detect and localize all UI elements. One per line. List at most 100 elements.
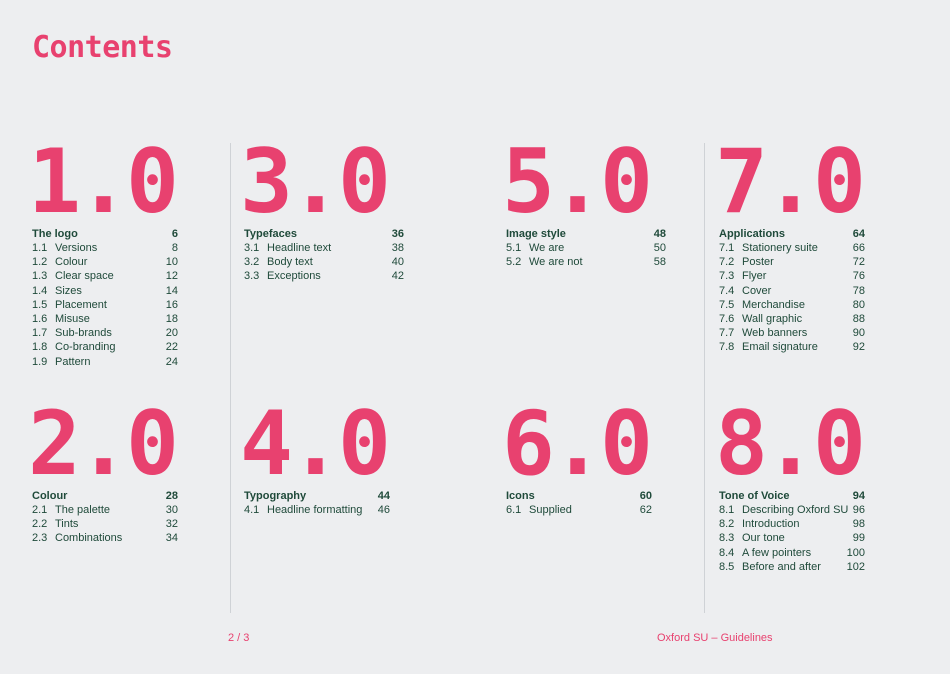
section-heading-page: 48 xyxy=(653,228,666,240)
toc-item[interactable]: 8.1 Describing Oxford SU 96 xyxy=(719,503,865,517)
toc-item-page: 30 xyxy=(165,504,178,516)
toc-item[interactable]: 7.8 Email signature 92 xyxy=(719,340,865,354)
toc-item[interactable]: 1.7 Sub-brands 20 xyxy=(32,326,178,340)
toc-item-number: 1.7 xyxy=(32,327,48,340)
toc-item-page: 102 xyxy=(846,560,865,573)
toc-item-label: Supplied xyxy=(529,504,572,516)
toc-item[interactable]: 4.1 Headline formatting 46 xyxy=(244,503,390,517)
section-number: 1.0 xyxy=(28,130,179,233)
toc-item[interactable]: 2.3 Combinations 34 xyxy=(32,531,178,545)
toc-item[interactable]: 7.7 Web banners 90 xyxy=(719,326,865,340)
section-heading[interactable]: Colour 28 xyxy=(32,489,178,503)
section-heading[interactable]: Image style 48 xyxy=(506,227,666,241)
toc-item-page: 80 xyxy=(852,298,865,311)
section-heading[interactable]: Icons 60 xyxy=(506,489,652,503)
section-heading-page: 94 xyxy=(852,490,865,502)
toc-item-page: 78 xyxy=(852,284,865,297)
toc-item-page: 8 xyxy=(171,242,178,254)
toc-item[interactable]: 3.1 Headline text 38 xyxy=(244,241,404,255)
toc-item-number: 8.5 xyxy=(719,560,735,573)
toc-item[interactable]: 1.6 Misuse 18 xyxy=(32,312,178,326)
toc-item[interactable]: 1.3 Clear space 12 xyxy=(32,269,178,283)
toc-item-page: 76 xyxy=(852,270,865,283)
toc-item-label: Our tone xyxy=(742,532,785,545)
section-heading-page: 60 xyxy=(639,490,652,502)
toc-item[interactable]: 1.8 Co-branding 22 xyxy=(32,340,178,354)
toc-item[interactable]: 2.1 The palette 30 xyxy=(32,503,178,517)
toc-item-number: 7.4 xyxy=(719,284,735,297)
toc-item[interactable]: 1.9 Pattern 24 xyxy=(32,355,178,369)
toc-item-page: 58 xyxy=(653,256,666,269)
toc-item[interactable]: 1.5 Placement 16 xyxy=(32,298,178,312)
section-3: 3.0 Typefaces 36 3.1 Headline text 38 3.2 Body … xyxy=(240,138,404,284)
toc-item-number: 1.5 xyxy=(32,298,48,311)
toc-item[interactable]: 7.1 Stationery suite 66 xyxy=(719,241,865,255)
section-heading[interactable]: Typography 44 xyxy=(244,489,390,503)
toc-item[interactable]: 2.2 Tints 32 xyxy=(32,517,178,531)
toc-item-label: Describing Oxford SU xyxy=(742,504,849,516)
toc-item-label: Flyer xyxy=(742,270,767,283)
section-heading[interactable]: Tone of Voice 94 xyxy=(719,489,865,503)
toc-item-number: 8.2 xyxy=(719,518,735,531)
toc-item-page: 12 xyxy=(165,270,178,283)
section-1: 1.0 The logo 6 1.1 Versions 8 1.2 Colour 10 1.3 Cl… xyxy=(28,138,179,369)
toc-item[interactable]: 8.5 Before and after 102 xyxy=(719,560,865,574)
toc-item-label: Tints xyxy=(55,518,79,531)
toc-item[interactable]: 8.3 Our tone 99 xyxy=(719,531,865,545)
page-title: Contents xyxy=(32,30,173,65)
toc-item-page: 46 xyxy=(377,504,390,516)
toc-item[interactable]: 7.3 Flyer 76 xyxy=(719,269,865,283)
toc-item[interactable]: 1.4 Sizes 14 xyxy=(32,284,178,298)
toc-item[interactable]: 5.2 We are not 58 xyxy=(506,255,666,269)
toc-item-label: The palette xyxy=(55,504,111,516)
toc-item-label: Sub-brands xyxy=(55,327,112,340)
toc-item-number: 1.2 xyxy=(32,256,48,269)
toc-item-number: 3.1 xyxy=(244,242,260,254)
toc-item[interactable]: 5.1 We are 50 xyxy=(506,241,666,255)
toc-item-number: 2.2 xyxy=(32,518,48,531)
section-heading[interactable]: The logo 6 xyxy=(32,227,178,241)
toc-item[interactable]: 6.1 Supplied 62 xyxy=(506,503,652,517)
toc-item-number: 5.1 xyxy=(506,242,522,254)
section-number: 6.0 xyxy=(502,392,653,495)
toc-item[interactable]: 7.5 Merchandise 80 xyxy=(719,298,865,312)
section-heading-page: 6 xyxy=(171,228,178,240)
toc-item-page: 72 xyxy=(852,256,865,269)
toc-item-page: 24 xyxy=(165,355,178,368)
toc-item[interactable]: 3.3 Exceptions 42 xyxy=(244,269,404,283)
toc-item[interactable]: 7.2 Poster 72 xyxy=(719,255,865,269)
toc-item-number: 8.3 xyxy=(719,532,735,545)
toc-item-number: 3.2 xyxy=(244,256,260,269)
toc-item-label: Pattern xyxy=(55,355,91,368)
section-heading-page: 64 xyxy=(852,228,865,240)
document-name: Oxford SU – Guidelines xyxy=(657,632,773,644)
toc-item[interactable]: 7.6 Wall graphic 88 xyxy=(719,312,865,326)
toc-item-number: 7.1 xyxy=(719,242,735,254)
toc-item-page: 92 xyxy=(852,341,865,354)
toc-item[interactable]: 1.1 Versions 8 xyxy=(32,241,178,255)
column-divider xyxy=(704,143,705,613)
toc-item-label: Misuse xyxy=(55,313,90,326)
column-divider xyxy=(230,143,231,613)
toc-item[interactable]: 1.2 Colour 10 xyxy=(32,255,178,269)
section-heading[interactable]: Typefaces 36 xyxy=(244,227,404,241)
toc-item-number: 7.7 xyxy=(719,327,735,340)
toc-item-page: 38 xyxy=(391,242,404,254)
toc-item-label: Sizes xyxy=(55,284,82,297)
section-number: 4.0 xyxy=(240,392,391,495)
toc-item[interactable]: 3.2 Body text 40 xyxy=(244,255,404,269)
toc-item[interactable]: 8.4 A few pointers 100 xyxy=(719,546,865,560)
toc-item[interactable]: 8.2 Introduction 98 xyxy=(719,517,865,531)
toc-item-page: 62 xyxy=(639,504,652,516)
toc-item-number: 1.3 xyxy=(32,270,48,283)
toc-item-number: 7.3 xyxy=(719,270,735,283)
toc-item-number: 7.5 xyxy=(719,298,735,311)
toc-item-number: 1.1 xyxy=(32,242,48,254)
toc-item-number: 6.1 xyxy=(506,504,522,516)
toc-item-number: 7.6 xyxy=(719,313,735,326)
toc-item[interactable]: 7.4 Cover 78 xyxy=(719,284,865,298)
toc-item-number: 5.2 xyxy=(506,256,522,269)
section-heading-label: Tone of Voice xyxy=(719,490,790,502)
section-heading[interactable]: Applications 64 xyxy=(719,227,865,241)
toc-item-label: Introduction xyxy=(742,518,800,531)
